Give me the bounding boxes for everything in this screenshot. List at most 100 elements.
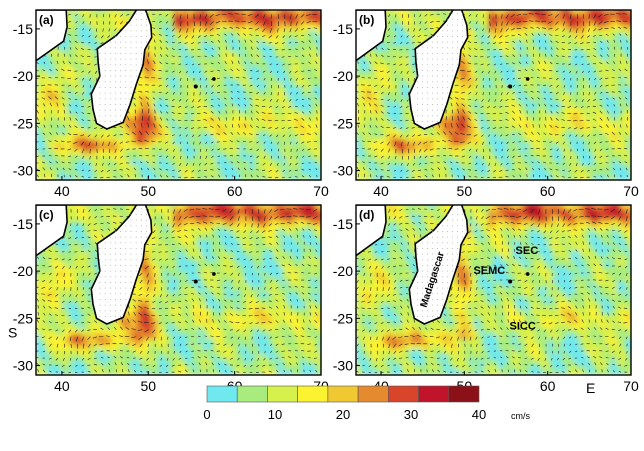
field-cell (584, 10, 591, 15)
field-cell (121, 153, 127, 160)
field-cell (442, 148, 449, 155)
field-cell (520, 10, 527, 15)
field-cell (73, 143, 80, 150)
field-cell (548, 106, 554, 113)
field-cell (239, 49, 246, 56)
field-cell (106, 137, 113, 145)
field-cell (54, 44, 61, 51)
field-cell (383, 158, 389, 165)
field-cell (603, 91, 609, 98)
field-cell (235, 132, 241, 139)
field-cell (506, 80, 513, 87)
field-cell (163, 148, 170, 155)
field-cell (419, 18, 426, 25)
field-cell (561, 54, 568, 62)
field-cell (538, 39, 545, 46)
field-cell (607, 137, 614, 145)
field-cell (235, 127, 241, 134)
field-cell (419, 148, 426, 155)
field-cell (163, 169, 170, 176)
field-cell (415, 127, 421, 134)
field-cell (187, 169, 194, 176)
field-cell (373, 163, 380, 171)
velocity-arrow (197, 35, 201, 38)
field-cell (154, 174, 160, 180)
field-cell (378, 137, 384, 145)
field-cell (433, 132, 439, 139)
field-cell (140, 158, 146, 165)
field-cell (54, 153, 61, 160)
field-cell (497, 18, 504, 25)
field-cell (392, 101, 398, 108)
velocity-arrow (263, 77, 266, 81)
field-cell (603, 117, 609, 124)
field-cell (488, 49, 494, 56)
field-cell (159, 174, 165, 180)
field-cell (433, 143, 439, 150)
field-cell (244, 101, 251, 108)
field-cell (125, 174, 132, 180)
velocity-arrow (89, 155, 91, 160)
velocity-arrow (172, 176, 175, 178)
field-cell (405, 54, 412, 62)
velocity-arrow (210, 175, 214, 178)
field-cell (49, 153, 56, 160)
velocity-arrow (262, 176, 266, 178)
field-cell (130, 111, 137, 119)
field-cell (239, 122, 246, 129)
velocity-arrow (74, 169, 78, 171)
field-cell (360, 174, 366, 180)
field-cell (493, 169, 499, 176)
field-cell (78, 111, 84, 119)
field-cell (116, 127, 122, 134)
field-cell (292, 111, 298, 119)
field-cell (552, 75, 559, 82)
field-cell (460, 65, 467, 72)
field-cell (575, 96, 582, 103)
velocity-arrow (289, 28, 292, 33)
velocity-arrow (205, 141, 208, 144)
field-cell (45, 86, 51, 93)
field-cell (173, 163, 179, 171)
field-cell (497, 143, 504, 150)
field-cell (552, 96, 559, 103)
field-cell (306, 75, 312, 82)
field-cell (273, 75, 279, 82)
field-cell (405, 122, 412, 129)
field-cell (225, 143, 232, 150)
field-cell (392, 127, 398, 134)
field-cell (465, 10, 472, 15)
field-cell (360, 65, 366, 72)
velocity-arrow (67, 84, 72, 87)
field-cell (182, 49, 189, 56)
field-cell (45, 70, 51, 77)
field-cell (438, 153, 444, 160)
field-cell (438, 163, 444, 171)
field-cell (424, 148, 430, 155)
field-cell (135, 174, 141, 180)
velocity-arrow (316, 53, 318, 57)
field-cell (59, 65, 65, 72)
field-cell (405, 44, 412, 51)
field-cell (187, 70, 194, 77)
field-cell (570, 117, 577, 124)
field-cell (543, 10, 549, 15)
field-cell (589, 137, 595, 145)
field-cell (273, 49, 279, 56)
field-cell (520, 127, 527, 134)
field-cell (59, 163, 65, 171)
field-cell (584, 137, 591, 145)
field-cell (83, 39, 89, 46)
field-cell (197, 86, 203, 93)
field-cell (493, 163, 499, 171)
field-cell (483, 18, 490, 25)
field-cell (277, 28, 284, 36)
field-cell (197, 34, 203, 41)
field-cell (49, 75, 56, 82)
field-cell (488, 60, 494, 67)
field-cell (511, 137, 517, 145)
field-cell (102, 34, 108, 41)
y-tick-label: -25 (13, 115, 33, 131)
field-cell (168, 65, 175, 72)
